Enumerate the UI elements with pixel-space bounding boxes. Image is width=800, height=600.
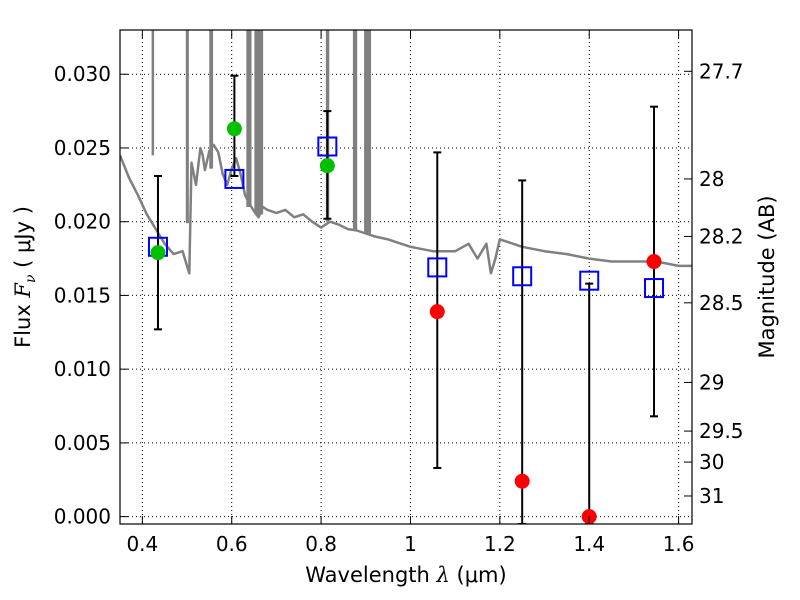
plot-frame bbox=[119, 29, 693, 525]
model-photometry-point bbox=[317, 136, 338, 157]
x-tick-label: 1.6 bbox=[663, 532, 695, 556]
y2-tick-label: 28.5 bbox=[699, 291, 744, 315]
nondetection-point bbox=[429, 304, 445, 320]
x-tick-label: 1.4 bbox=[573, 532, 605, 556]
x-tick-label: 0.8 bbox=[305, 532, 337, 556]
y-tick-label: 0.005 bbox=[54, 431, 111, 455]
model-photometry-point bbox=[512, 266, 533, 287]
detection-point bbox=[150, 245, 166, 261]
y-tick-label: 0.020 bbox=[54, 210, 111, 234]
nondetection-point bbox=[514, 473, 530, 489]
y2-tick-label: 30 bbox=[699, 450, 724, 474]
y2-tick-label: 27.7 bbox=[699, 59, 744, 83]
x-tick-label: 1.2 bbox=[484, 532, 516, 556]
detection-point bbox=[226, 121, 242, 137]
y-tick-label: 0.015 bbox=[54, 283, 111, 307]
y-tick-label: 0.010 bbox=[54, 357, 111, 381]
model-photometry-point bbox=[224, 168, 245, 189]
model-spectrum-line bbox=[120, 143, 692, 275]
detection-point bbox=[319, 158, 335, 174]
y-tick-label: 0.025 bbox=[54, 136, 111, 160]
y2-tick-label: 31 bbox=[699, 484, 724, 508]
model-photometry-point bbox=[579, 270, 600, 291]
y2-tick-label: 29 bbox=[699, 370, 724, 394]
y-tick-label: 0.000 bbox=[54, 505, 111, 529]
y-tick-label: 0.030 bbox=[54, 62, 111, 86]
x-axis-label: Wavelength λ (μm) bbox=[305, 563, 506, 587]
x-tick-label: 0.4 bbox=[126, 532, 158, 556]
plot-area bbox=[120, 30, 692, 524]
y2-tick-label: 29.5 bbox=[699, 419, 744, 443]
y-axis-label: Flux Fν ( μJy ) bbox=[11, 206, 39, 348]
x-tick-label: 0.6 bbox=[216, 532, 248, 556]
model-photometry-point bbox=[427, 257, 448, 278]
x-tick-label: 1 bbox=[404, 532, 417, 556]
y2-axis-label: Magnitude (AB) bbox=[755, 195, 779, 358]
y2-tick-label: 28 bbox=[699, 167, 724, 191]
axis-ticks: 0.4 0.6 0.8 1 1.2 1.4 1.6 0.000 0.005 0.010 0.015 0… bbox=[54, 30, 744, 556]
model-photometry-point bbox=[644, 278, 665, 299]
y2-tick-label: 28.2 bbox=[699, 224, 744, 248]
nondetection-point bbox=[646, 254, 662, 270]
